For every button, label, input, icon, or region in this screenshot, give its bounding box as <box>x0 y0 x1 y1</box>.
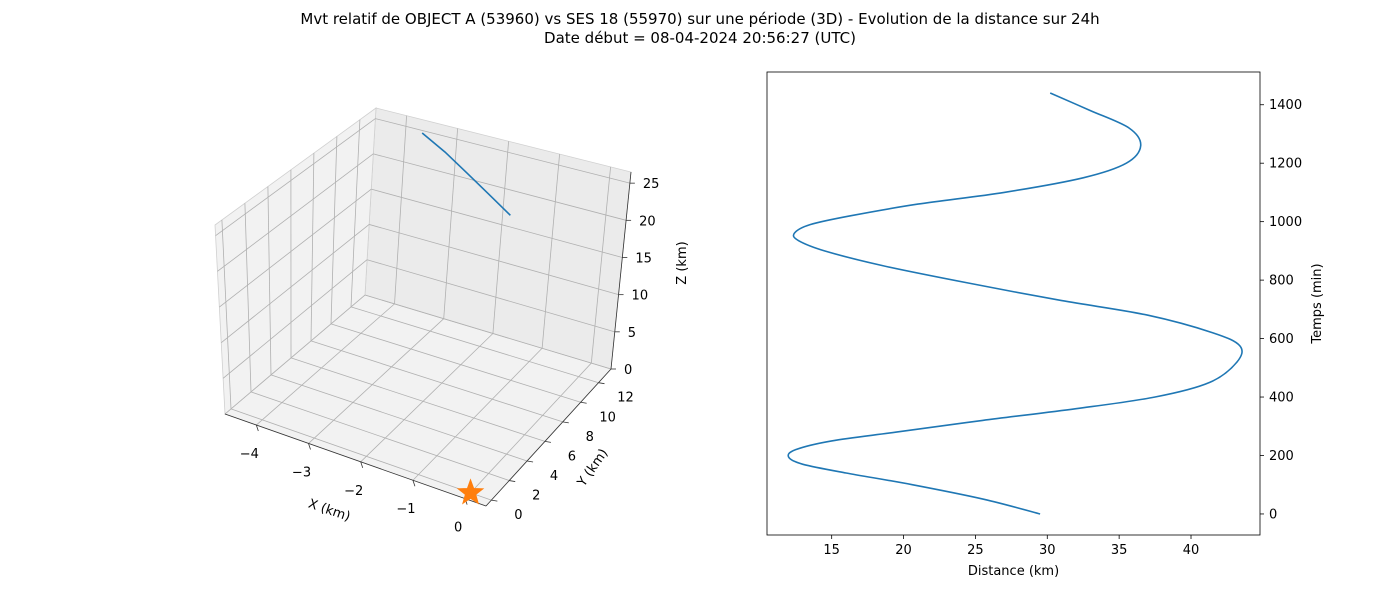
grid-line-x-back <box>492 141 509 334</box>
grid-line-y-side <box>244 203 252 392</box>
origin-star-marker <box>456 478 485 505</box>
grid-line-z-back <box>364 294 612 370</box>
x-tick-label: −1 <box>396 502 415 517</box>
x-tick-label: 25 <box>967 543 984 558</box>
grid-line-y-floor <box>250 391 510 481</box>
grid-line-y-side <box>267 186 272 375</box>
x-tick-label: 40 <box>1183 543 1200 558</box>
x-tick-label: 15 <box>823 543 840 558</box>
x-tick-label: 20 <box>895 543 912 558</box>
y-tick-label: 12 <box>617 391 634 406</box>
grid-line-z-back <box>371 188 623 258</box>
grid-line-x-back <box>443 128 458 319</box>
y-tick-label: 2 <box>532 489 540 504</box>
x-axis-label: Distance (km) <box>968 564 1059 579</box>
z-tick-label: 0 <box>624 363 632 378</box>
z-tick-label: 10 <box>632 289 649 304</box>
y-axis-label: Temps (min) <box>1310 263 1325 344</box>
grid-line-x-floor <box>256 303 395 426</box>
grid-line-z-side <box>217 153 374 272</box>
grid-line-z-side <box>222 259 368 379</box>
x-tick <box>255 424 259 432</box>
grid-line-y-floor <box>350 306 599 384</box>
y-tick-label: 200 <box>1269 449 1294 464</box>
grid-line-y-side <box>310 153 315 341</box>
grid-line-z-side <box>215 118 376 237</box>
y-tick-label: 0 <box>1269 507 1277 522</box>
grid-line-x-back <box>394 115 407 304</box>
grid-line-y-side <box>350 119 361 307</box>
grid-line-x-floor <box>360 333 494 463</box>
z-tick-label: 25 <box>643 177 660 192</box>
grid-line-z-side <box>220 224 370 343</box>
grid-line-y-floor <box>270 374 528 462</box>
y-tick-label: 1000 <box>1269 215 1302 230</box>
y-axis-line <box>485 368 612 507</box>
grid-line-y-side <box>330 136 338 324</box>
y-tick-label: 1400 <box>1269 98 1302 113</box>
grid-line-z-side <box>224 294 366 415</box>
x-tick-label: 0 <box>454 521 462 536</box>
title-line-1: Mvt relatif de OBJECT A (53960) vs SES 1… <box>300 10 1100 28</box>
z-axis-label: Z (km) <box>675 241 690 284</box>
x-tick-label: −4 <box>240 447 259 462</box>
y-tick-label: 8 <box>586 430 594 445</box>
z-axis-line <box>610 171 632 370</box>
grid-line-y-floor <box>330 323 581 403</box>
y-tick-label: 6 <box>568 449 576 464</box>
y-tick <box>562 421 569 424</box>
z-tick-label: 5 <box>628 326 636 341</box>
grid-line-y-floor <box>290 357 546 442</box>
y-tick-label: 600 <box>1269 332 1294 347</box>
y-tick-label: 4 <box>550 469 558 484</box>
grid-line-z-back <box>369 224 619 296</box>
y-tick-label: 0 <box>514 508 522 523</box>
grid-line-x-floor <box>464 362 592 499</box>
x-tick-label: −3 <box>292 465 311 480</box>
x-axis-label: X (km) <box>306 497 352 525</box>
y-tick <box>491 499 498 502</box>
grid-line-y-side <box>221 219 232 409</box>
grid-line-y-floor <box>310 340 563 423</box>
y-tick <box>598 382 605 385</box>
plot-2d: 15 20 25 30 35 400200400600800100012001400Dis… <box>766 71 1325 579</box>
grid-line-x-back <box>590 166 611 364</box>
x-tick-label: 35 <box>1111 543 1128 558</box>
distance-curve <box>787 92 1243 515</box>
x-tick <box>308 443 311 450</box>
grid-line-x-floor <box>412 348 543 481</box>
x-tick <box>360 461 364 468</box>
figure-title: Mvt relatif de OBJECT A (53960) vs SES 1… <box>0 10 1400 48</box>
trajectory-line <box>421 132 511 216</box>
z-tick-label: 15 <box>635 251 652 266</box>
y-tick <box>580 401 587 404</box>
x-axis-line <box>224 413 487 507</box>
y-tick <box>527 460 534 463</box>
z-tick-label: 20 <box>639 214 656 229</box>
x-tick-label: 30 <box>1039 543 1056 558</box>
y-tick <box>509 480 516 482</box>
grid-line-z-back <box>375 118 630 184</box>
grid-line-z-back <box>373 153 627 221</box>
y-axis-label: Y (km) <box>574 446 611 490</box>
y-tick-label: 1200 <box>1269 157 1302 172</box>
plot-area-frame <box>766 71 1261 536</box>
y-tick <box>544 441 551 443</box>
grid-line-z-side <box>219 188 372 308</box>
x-tick <box>412 480 416 487</box>
grid-line-y-floor <box>230 408 492 501</box>
y-tick-label: 400 <box>1269 391 1294 406</box>
grid-line-x-floor <box>308 318 444 444</box>
x-tick-label: −2 <box>344 484 363 499</box>
y-tick-label: 800 <box>1269 274 1294 289</box>
grid-line-z-back <box>366 259 615 333</box>
y-tick-label: 10 <box>599 410 616 425</box>
title-line-2: Date début = 08-04-2024 20:56:27 (UTC) <box>544 29 856 47</box>
grid-line-x-back <box>541 154 560 349</box>
